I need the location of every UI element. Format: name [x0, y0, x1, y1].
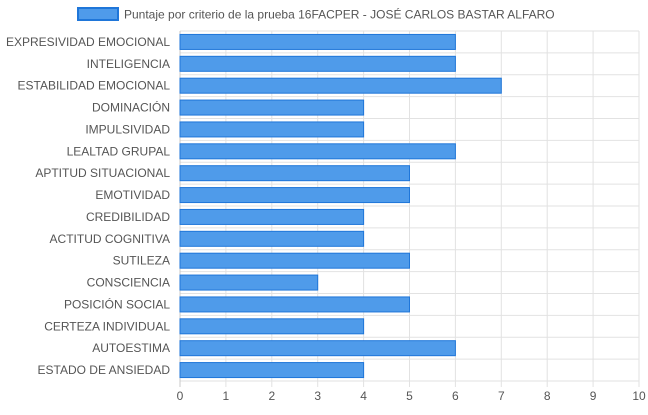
x-tick-label: 6: [452, 389, 459, 403]
bar[interactable]: [179, 99, 365, 116]
category-label: POSICIÓN SOCIAL: [64, 296, 170, 311]
category-label: APTITUD SITUACIONAL: [35, 166, 170, 180]
bar[interactable]: [179, 362, 365, 379]
category-label: ESTADO DE ANSIEDAD: [38, 363, 171, 377]
x-tick-label: 1: [223, 389, 230, 403]
bar[interactable]: [179, 208, 365, 225]
bar[interactable]: [179, 318, 365, 335]
category-label: INTELIGENCIA: [87, 57, 170, 71]
bar[interactable]: [179, 165, 410, 182]
category-labels: EXPRESIVIDAD EMOCIONAL INTELIGENCIA ESTABI…: [6, 35, 170, 377]
x-tick-label: 10: [632, 389, 646, 403]
x-tick-label: 0: [177, 389, 184, 403]
bar[interactable]: [179, 55, 456, 72]
bar[interactable]: [179, 143, 456, 160]
bar[interactable]: [179, 121, 365, 138]
x-tick-label: 4: [360, 389, 367, 403]
x-tick-label: 9: [590, 389, 597, 403]
category-label: CREDIBILIDAD: [86, 210, 170, 224]
legend-label: Puntaje por criterio de la prueba 16FACP…: [124, 7, 555, 22]
bar[interactable]: [179, 296, 410, 313]
category-label: EXPRESIVIDAD EMOCIONAL: [6, 35, 170, 49]
legend[interactable]: Puntaje por criterio de la prueba 16FACP…: [77, 7, 555, 22]
category-label: LEALTAD GRUPAL: [67, 144, 171, 158]
category-label: CONSCIENCIA: [87, 276, 170, 290]
category-label: DOMINACIÓN: [92, 100, 170, 115]
x-tick-label: 8: [544, 389, 551, 403]
x-tick-label: 5: [406, 389, 413, 403]
x-tick-label: 7: [498, 389, 505, 403]
category-label: AUTOESTIMA: [92, 341, 170, 355]
x-tick-label: 2: [268, 389, 275, 403]
category-label: ACTITUD COGNITIVA: [50, 232, 170, 246]
bar[interactable]: [179, 274, 319, 291]
category-label: IMPULSIVIDAD: [85, 122, 170, 136]
bar[interactable]: [179, 33, 456, 50]
bar[interactable]: [179, 252, 410, 269]
bar[interactable]: [179, 340, 456, 357]
bar[interactable]: [179, 230, 365, 247]
category-label: EMOTIVIDAD: [95, 188, 170, 202]
bar[interactable]: [179, 187, 410, 204]
category-label: ESTABILIDAD EMOCIONAL: [18, 79, 171, 93]
x-tick-labels: 0 1 2 3 4 5 6 7 8 9 10: [177, 389, 646, 403]
bars: [179, 33, 502, 379]
bar[interactable]: [179, 77, 502, 94]
category-label: SUTILEZA: [113, 254, 170, 268]
category-label: CERTEZA INDIVIDUAL: [44, 319, 170, 333]
x-tick-label: 3: [314, 389, 321, 403]
legend-swatch: [77, 7, 119, 21]
